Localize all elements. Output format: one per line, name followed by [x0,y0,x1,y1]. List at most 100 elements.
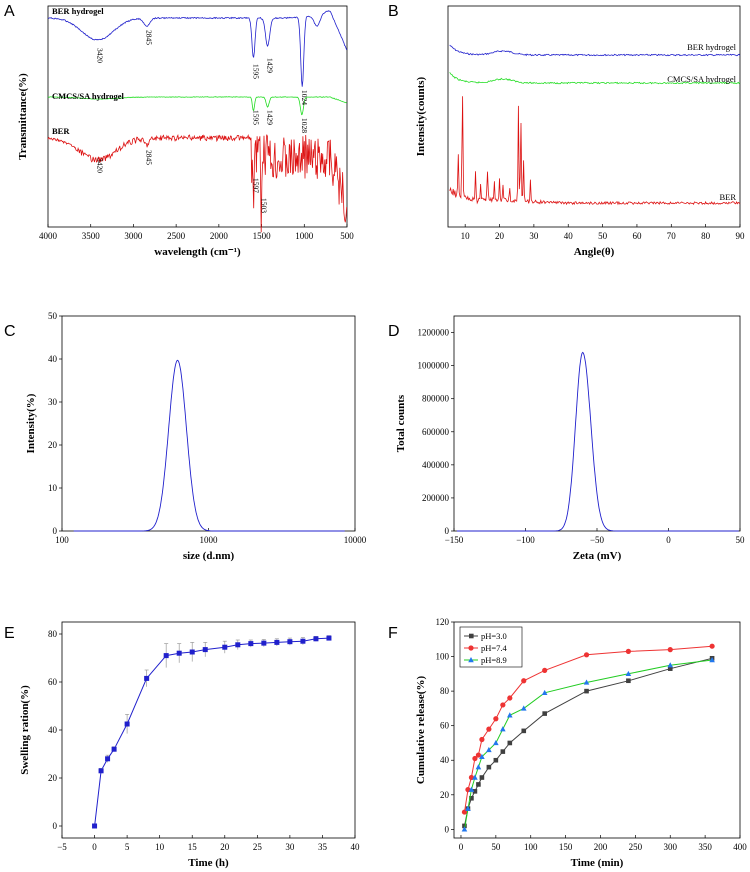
chart-c-y5-tick-label: 50 [48,311,58,321]
chart-e-point [287,639,293,645]
chart-a-x3-tick-label: 2500 [167,231,186,241]
chart-a-series-label: CMCS/SA hydrogel [52,91,125,101]
chart-e-frame [61,621,356,839]
chart-a-peak-label: 1595 [251,64,260,79]
chart-f-point [486,746,492,753]
chart-b-x8-tick-label: 90 [736,231,746,241]
chart-d-x1-tick-label: −100 [516,535,535,545]
chart-a-peak-label: 1429 [266,58,275,73]
chart-e-x8-tick-label: 35 [318,842,328,852]
chart-e-point [222,644,228,650]
chart-a-peak-label: 1429 [266,110,275,125]
chart-e-point [313,636,319,642]
chart-f-point [507,712,513,718]
chart-f-point [465,805,471,811]
chart-f: 0 50 100 150 200 250 300 350 400 0 20 40 60 80 100 120 T… [415,617,747,869]
chart-f-legend-marker [468,657,474,663]
chart-d-x2-tick-label: −50 [590,535,605,545]
chart-b-series-label: CMCS/SA hydrogel [667,74,736,84]
chart-f-point [541,689,548,696]
chart-f-point [625,670,632,677]
chart-e-xlabel: Time (h) [188,857,229,869]
chart-e-x7-tick-label: 30 [285,842,295,852]
chart-e-y0-tick-label: 0 [53,821,58,831]
chart-d-frame [453,315,741,532]
chart-f-x5-tick-label: 250 [629,842,643,852]
chart-b-xlabel: Angle(θ) [574,246,615,258]
chart-d-y3-tick-label: 600000 [422,427,450,437]
chart-a-x0-tick-label: 4000 [39,231,58,241]
panel-label-a: A [4,3,15,20]
chart-f-legend-label: pH=8.9 [481,655,507,665]
chart-c-y0-tick-label: 0 [53,526,58,536]
chart-d-xlabel: Zeta (mV) [573,550,622,562]
chart-f-point [493,716,499,722]
chart-f-point [472,789,478,794]
chart-f-y2-tick-label: 40 [440,755,450,765]
chart-c: 100 1000 10000 0 10 20 30 40 50 size (d.nm) Intens… [25,311,367,562]
chart-d-series-line [456,351,739,532]
chart-e-y4-tick-label: 80 [48,629,58,639]
chart-f-point [542,667,548,673]
chart-a-peak-label: 2845 [145,30,154,45]
chart-a-peak-label: 3420 [96,48,105,63]
chart-a-series-line [47,134,348,233]
chart-a-series-line [47,10,348,87]
chart-d-y2-tick-label: 400000 [422,460,450,470]
chart-a-peak-label: 1024 [300,90,309,105]
chart-d-y1-tick-label: 200000 [422,493,450,503]
chart-f-point [493,739,499,746]
chart-f-point [521,728,527,734]
chart-c-frame [61,315,356,532]
chart-f-y3-tick-label: 60 [440,721,450,731]
chart-c-y3-tick-label: 30 [48,397,58,407]
chart-a-x2-tick-label: 3000 [124,231,143,241]
chart-f-point [500,702,506,708]
chart-b-series-line [449,96,741,206]
chart-f-point [500,749,506,754]
chart-f-point [542,711,547,716]
chart-f-x0-tick-label: 0 [459,842,464,852]
chart-f-legend-label: pH=7.4 [481,643,508,653]
chart-d-y6-tick-label: 1200000 [418,328,450,338]
chart-c-x2-tick-label: 10000 [344,535,367,545]
chart-e-point [274,639,280,645]
chart-a-peak-label: 1595 [251,110,260,125]
chart-b-series-line [449,72,741,85]
chart-f-point [475,764,482,770]
chart-e-y2-tick-label: 40 [48,725,58,735]
chart-a-x4-tick-label: 2000 [210,231,229,241]
chart-f-point [476,782,481,787]
chart-f-point [709,657,715,663]
chart-b-series-label: BER [719,192,736,202]
chart-c-y2-tick-label: 20 [48,440,58,450]
chart-f-point [468,786,475,792]
chart-e-point [189,649,195,655]
chart-f-y4-tick-label: 80 [440,686,450,696]
chart-f-point [626,678,631,684]
chart-d: −150 −100 −50 0 50 0 200000 400000 600000 800000 1… [395,315,746,562]
chart-b-x1-tick-label: 20 [495,231,505,241]
chart-a-peak-label: 1028 [300,118,309,133]
chart-e-x4-tick-label: 15 [188,842,198,852]
panel-label-f: F [388,625,398,642]
chart-a-peak-label: 3420 [96,158,105,173]
chart-e-point [261,640,267,646]
chart-b-x2-tick-label: 30 [529,231,539,241]
chart-c-series-line [73,359,345,532]
chart-f-point [479,775,485,780]
chart-e: −5 0 5 10 15 20 25 30 35 40 0 20 40 60 80 Time (h) Swell… [19,621,360,869]
chart-b-x6-tick-label: 70 [667,231,677,241]
chart-b-x3-tick-label: 40 [564,231,574,241]
chart-e-point [144,675,150,681]
chart-f-y6-tick-label: 120 [436,617,450,627]
chart-f-series-line [464,645,713,813]
chart-e-point [92,823,98,829]
chart-f-x7-tick-label: 350 [698,842,712,852]
chart-a-x7-tick-label: 500 [340,231,354,241]
chart-c-x0-tick-label: 100 [55,535,69,545]
chart-e-x1-tick-label: 0 [92,842,97,852]
chart-d-x4-tick-label: 50 [736,535,746,545]
panel-label-b: B [388,3,399,20]
